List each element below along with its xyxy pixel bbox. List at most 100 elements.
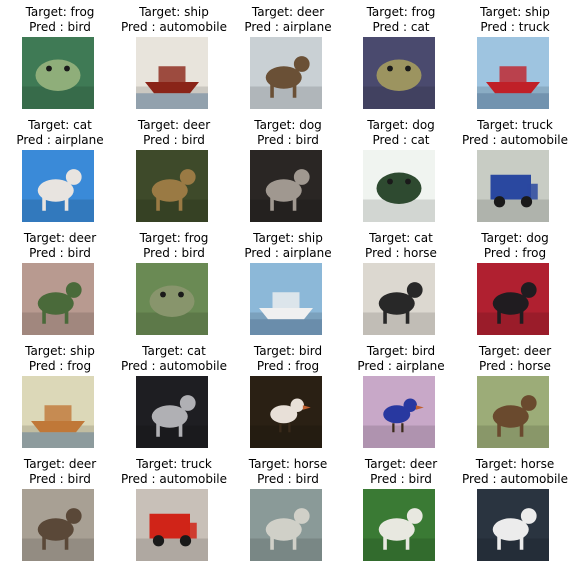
sample-cell: Target: dog Pred : frog bbox=[458, 226, 571, 339]
sample-image bbox=[136, 37, 208, 109]
pred-label: Pred : airplane bbox=[244, 20, 332, 34]
sample-image-content bbox=[22, 282, 94, 335]
sample-image-content bbox=[22, 169, 94, 222]
sample-image-content bbox=[22, 508, 94, 561]
sample-image bbox=[363, 376, 435, 448]
sample-image bbox=[22, 37, 94, 109]
pred-label: Pred : horse bbox=[479, 359, 551, 373]
pred-label: Pred : frog bbox=[28, 359, 92, 373]
sample-image bbox=[477, 150, 549, 222]
sample-cell: Target: ship Pred : automobile bbox=[117, 0, 231, 113]
target-label: Target: deer bbox=[251, 5, 325, 19]
target-label: Target: cat bbox=[28, 118, 92, 132]
pred-label: Pred : airplane bbox=[357, 359, 445, 373]
pred-label: Pred : automobile bbox=[461, 472, 569, 486]
sample-image bbox=[250, 37, 322, 109]
target-label: Target: ship bbox=[139, 5, 209, 19]
pred-label: Pred : airplane bbox=[244, 246, 332, 260]
target-label: Target: deer bbox=[478, 344, 552, 358]
pred-label: Pred : bird bbox=[29, 472, 91, 486]
sample-image-content bbox=[136, 395, 208, 448]
pred-label: Pred : bird bbox=[370, 472, 432, 486]
sample-image bbox=[136, 489, 208, 561]
sample-cell: Target: deer Pred : bird bbox=[3, 452, 117, 565]
sample-image bbox=[22, 376, 94, 448]
target-label: Target: ship bbox=[25, 344, 95, 358]
pred-label: Pred : cat bbox=[372, 133, 430, 147]
sample-image-content bbox=[22, 405, 94, 448]
sample-cell: Target: deer Pred : bird bbox=[344, 452, 458, 565]
sample-cell: Target: cat Pred : horse bbox=[344, 226, 458, 339]
target-label: Target: dog bbox=[481, 231, 549, 245]
pred-label: Pred : frog bbox=[256, 359, 320, 373]
sample-cell: Target: deer Pred : bird bbox=[3, 226, 117, 339]
target-label: Target: truck bbox=[136, 457, 212, 471]
target-label: Target: ship bbox=[253, 231, 323, 245]
sample-cell: Target: ship Pred : frog bbox=[3, 339, 117, 452]
sample-cell: Target: cat Pred : automobile bbox=[117, 339, 231, 452]
target-label: Target: cat bbox=[142, 344, 206, 358]
pred-label: Pred : bird bbox=[257, 472, 319, 486]
sample-image-content bbox=[250, 398, 322, 448]
sample-image-content bbox=[363, 508, 435, 561]
target-label: Target: dog bbox=[254, 118, 322, 132]
sample-image-content bbox=[250, 292, 322, 335]
pred-label: Pred : bird bbox=[29, 246, 91, 260]
sample-cell: Target: deer Pred : horse bbox=[458, 339, 571, 452]
sample-cell: Target: bird Pred : airplane bbox=[344, 339, 458, 452]
pred-label: Pred : truck bbox=[480, 20, 550, 34]
target-label: Target: deer bbox=[364, 457, 438, 471]
sample-image bbox=[363, 489, 435, 561]
target-label: Target: truck bbox=[477, 118, 553, 132]
sample-image-content bbox=[363, 282, 435, 335]
pred-label: Pred : automobile bbox=[461, 133, 569, 147]
sample-cell: Target: deer Pred : bird bbox=[117, 113, 231, 226]
sample-image bbox=[363, 263, 435, 335]
target-label: Target: bird bbox=[253, 344, 323, 358]
sample-image bbox=[250, 150, 322, 222]
sample-cell: Target: frog Pred : cat bbox=[344, 0, 458, 113]
sample-cell: Target: bird Pred : frog bbox=[231, 339, 345, 452]
target-label: Target: ship bbox=[480, 5, 550, 19]
sample-cell: Target: truck Pred : automobile bbox=[458, 113, 571, 226]
sample-image bbox=[22, 150, 94, 222]
sample-cell: Target: horse Pred : bird bbox=[231, 452, 345, 565]
sample-image bbox=[477, 263, 549, 335]
pred-label: Pred : bird bbox=[257, 133, 319, 147]
sample-image bbox=[477, 489, 549, 561]
sample-image bbox=[477, 37, 549, 109]
sample-image bbox=[136, 263, 208, 335]
sample-image-content bbox=[477, 66, 549, 109]
sample-image-content bbox=[363, 398, 435, 448]
target-label: Target: deer bbox=[137, 118, 211, 132]
target-label: Target: frog bbox=[25, 5, 95, 19]
pred-label: Pred : frog bbox=[483, 246, 547, 260]
sample-image bbox=[250, 376, 322, 448]
sample-image bbox=[22, 489, 94, 561]
pred-label: Pred : bird bbox=[143, 133, 205, 147]
sample-cell: Target: horse Pred : automobile bbox=[458, 452, 571, 565]
sample-cell: Target: ship Pred : truck bbox=[458, 0, 571, 113]
target-label: Target: bird bbox=[366, 344, 436, 358]
sample-image bbox=[250, 263, 322, 335]
sample-cell: Target: truck Pred : automobile bbox=[117, 452, 231, 565]
sample-cell: Target: ship Pred : airplane bbox=[231, 226, 345, 339]
pred-label: Pred : automobile bbox=[120, 359, 228, 373]
sample-image-content bbox=[477, 282, 549, 335]
sample-image bbox=[136, 376, 208, 448]
sample-image-content bbox=[136, 285, 208, 335]
pred-label: Pred : horse bbox=[365, 246, 437, 260]
sample-image-content bbox=[250, 56, 322, 109]
sample-image-content bbox=[363, 59, 435, 109]
sample-image-content bbox=[250, 508, 322, 561]
pred-label: Pred : automobile bbox=[120, 472, 228, 486]
sample-image bbox=[250, 489, 322, 561]
sample-cell: Target: deer Pred : airplane bbox=[231, 0, 345, 113]
pred-label: Pred : automobile bbox=[120, 20, 228, 34]
sample-cell: Target: dog Pred : bird bbox=[231, 113, 345, 226]
sample-image-content bbox=[22, 59, 94, 109]
target-label: Target: horse bbox=[475, 457, 555, 471]
sample-image-content bbox=[250, 169, 322, 222]
sample-image bbox=[363, 37, 435, 109]
